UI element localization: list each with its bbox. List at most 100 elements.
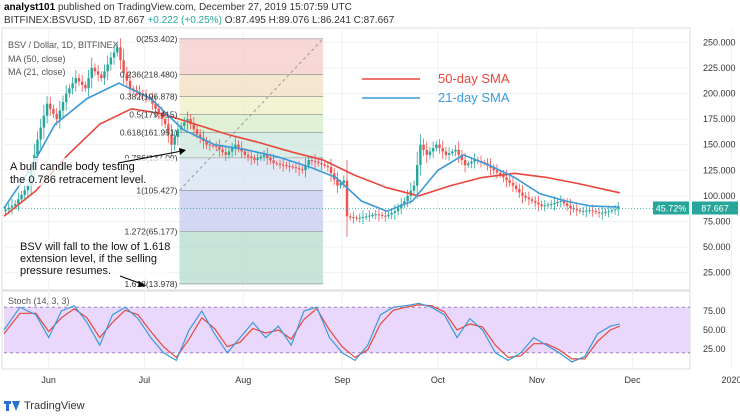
candle-body (281, 164, 285, 166)
footer-brand[interactable]: TradingView (24, 400, 85, 412)
candle-body (412, 185, 416, 191)
candle-body (502, 175, 505, 178)
candle-body (537, 202, 540, 205)
stoch-band (4, 307, 690, 353)
note1-text: A bull candle body testing the 0.786 ret… (10, 161, 146, 186)
candle-body (294, 167, 298, 169)
candle-body (61, 102, 65, 111)
candle-body (259, 156, 263, 159)
candle-body (154, 103, 157, 109)
fib-trend-line (179, 38, 324, 191)
candle-body (39, 127, 42, 140)
last-price-label: 87.667 (701, 203, 729, 213)
candle-body (211, 145, 215, 147)
candle-body (208, 144, 211, 146)
candle-body (422, 144, 425, 150)
candle-body (106, 64, 109, 72)
note1-arrow (117, 150, 183, 164)
fib-level-label: 0(253.402) (136, 34, 177, 44)
candle-body (189, 119, 192, 125)
fib-level-label: 0.618(161.951) (120, 127, 178, 137)
candle-body (371, 214, 374, 216)
candle-body (109, 57, 113, 65)
candle-body (77, 78, 81, 82)
note1-line1: A bull candle body testing (10, 161, 135, 173)
candle-body (20, 194, 23, 200)
candle-body (591, 210, 594, 212)
note2-background (18, 238, 168, 278)
candle-body (613, 209, 617, 211)
candle-body (438, 144, 441, 149)
candle-body (122, 60, 125, 73)
candle-body (550, 204, 553, 206)
time-tick-label: Oct (431, 375, 446, 385)
candle-body (250, 156, 253, 159)
candle-body (230, 148, 234, 152)
note2-text: BSV will fall to the low of 1.618 extens… (20, 241, 173, 277)
candle-body (272, 160, 275, 164)
candle-body (562, 200, 566, 204)
candle-body (534, 200, 537, 203)
fib-level-label: 1(105.427) (136, 185, 177, 195)
candle-body (256, 158, 259, 161)
time-tick-label: Dec (625, 375, 642, 385)
note2-line1: BSV will fall to the low of 1.618 (20, 241, 170, 253)
candle-body (313, 161, 317, 163)
candle-body (326, 165, 330, 168)
candle-body (540, 204, 543, 207)
candle-body (527, 197, 531, 200)
candle-body (336, 179, 339, 186)
sma21-line (3, 82, 620, 213)
price-tick-label: 175.000 (703, 114, 736, 124)
candle-body (355, 217, 358, 219)
note2-arrowhead (138, 281, 146, 287)
candle-body (80, 81, 84, 85)
candle-body (275, 163, 279, 165)
time-tick-label: 2020 (721, 375, 740, 385)
price-tick-label: 100.000 (703, 191, 736, 201)
candle-body (90, 67, 93, 79)
tradingview-logo-icon[interactable] (4, 400, 20, 412)
candle-body (183, 122, 186, 126)
candle-body (467, 163, 470, 166)
candle-body (521, 192, 524, 196)
candle-body (419, 144, 422, 166)
candle-body (514, 185, 518, 190)
price-tick-label: 200.000 (703, 88, 736, 98)
candle-body (310, 160, 314, 162)
candle-body (406, 195, 409, 201)
candle-body (585, 210, 588, 212)
candle-body (176, 129, 180, 137)
note2-line2: extension level, if the selling (20, 253, 157, 265)
price-tick-label: 250.000 (703, 37, 736, 47)
candle-body (384, 215, 387, 217)
time-tick-label: Jun (41, 375, 56, 385)
candle-body (460, 154, 464, 161)
fib-level-label: 1.272(65.177) (125, 227, 178, 237)
candle-body (84, 84, 87, 89)
candle-body (125, 73, 129, 81)
candle-body (505, 177, 508, 181)
candle-body (617, 208, 620, 210)
price-axis[interactable]: 250.000 225.000 200.000 175.000 150.000 125.0… (653, 37, 738, 278)
candle-body (170, 134, 173, 145)
candle-body (103, 71, 106, 79)
publish-header: analyst101 published on TradingView.com,… (4, 2, 352, 13)
candle-body (358, 217, 361, 219)
price-tick-label: 75.000 (703, 216, 731, 226)
candle-body (297, 168, 301, 170)
time-axis[interactable]: Jun Jul Aug Sep Oct Nov Dec 2020 (41, 375, 740, 385)
candle-body (192, 124, 196, 130)
author-name[interactable]: analyst101 (4, 2, 56, 13)
candle-body (301, 169, 304, 171)
candle-body (368, 215, 371, 217)
candle-body (307, 160, 310, 166)
moving-averages (3, 82, 690, 217)
fib-labels: 0(253.402) 0.236(218.480) 0.382(196.878) 0.… (120, 34, 178, 289)
candle-body (132, 88, 135, 91)
fib-zone (179, 96, 324, 115)
candle-body (569, 205, 572, 209)
candle-body (581, 210, 585, 212)
chart-title: BSV / Dollar, 1D, BITFINEX (8, 40, 119, 50)
